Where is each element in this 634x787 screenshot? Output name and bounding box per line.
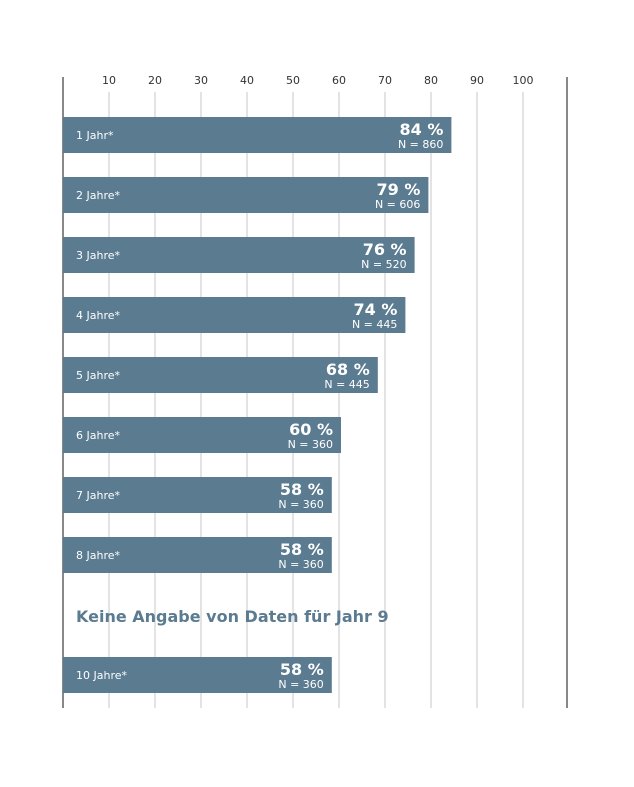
- x-tick-label: 40: [240, 74, 254, 87]
- bar: [63, 237, 415, 273]
- value-label: 84 %: [400, 120, 444, 139]
- category-label: 2 Jahre*: [76, 189, 121, 202]
- x-tick-label: 90: [470, 74, 484, 87]
- x-tick-label: 100: [513, 74, 534, 87]
- x-tick-label: 10: [102, 74, 116, 87]
- value-label: 58 %: [280, 480, 324, 499]
- bar: [63, 477, 332, 513]
- bar: [63, 657, 332, 693]
- n-label: N = 606: [375, 198, 420, 211]
- category-label: 8 Jahre*: [76, 549, 121, 562]
- x-tick-label: 20: [148, 74, 162, 87]
- bar: [63, 117, 452, 153]
- category-label: 7 Jahre*: [76, 489, 121, 502]
- category-label: 5 Jahre*: [76, 369, 121, 382]
- n-label: N = 520: [361, 258, 406, 271]
- n-label: N = 360: [288, 438, 333, 451]
- bar: [63, 177, 429, 213]
- x-tick-label: 70: [378, 74, 392, 87]
- n-label: N = 445: [324, 378, 369, 391]
- n-label: N = 360: [278, 558, 323, 571]
- x-tick-label: 80: [424, 74, 438, 87]
- n-label: N = 360: [278, 498, 323, 511]
- x-tick-label: 30: [194, 74, 208, 87]
- category-label: 10 Jahre*: [76, 669, 127, 682]
- category-label: 6 Jahre*: [76, 429, 121, 442]
- x-tick-label: 50: [286, 74, 300, 87]
- bar: [63, 297, 406, 333]
- value-label: 68 %: [326, 360, 370, 379]
- value-label: 79 %: [377, 180, 421, 199]
- n-label: N = 445: [352, 318, 397, 331]
- value-label: 60 %: [289, 420, 333, 439]
- category-label: 4 Jahre*: [76, 309, 121, 322]
- bar: [63, 417, 341, 453]
- x-tick-label: 60: [332, 74, 346, 87]
- category-label: 3 Jahre*: [76, 249, 121, 262]
- bar: [63, 357, 378, 393]
- n-label: N = 860: [398, 138, 443, 151]
- value-label: 58 %: [280, 540, 324, 559]
- missing-data-note: Keine Angabe von Daten für Jahr 9: [76, 607, 389, 626]
- value-label: 74 %: [354, 300, 398, 319]
- value-label: 76 %: [363, 240, 407, 259]
- n-label: N = 360: [278, 678, 323, 691]
- bar: [63, 537, 332, 573]
- category-label: 1 Jahr*: [76, 129, 114, 142]
- value-label: 58 %: [280, 660, 324, 679]
